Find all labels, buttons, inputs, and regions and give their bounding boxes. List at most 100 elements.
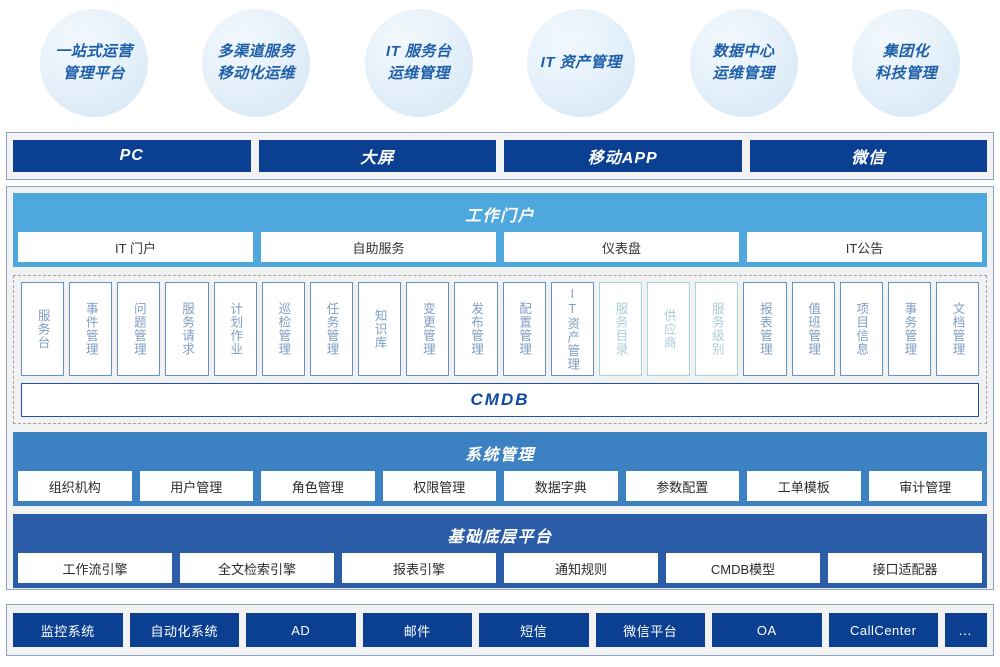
itsm-module-label: 供应商	[661, 308, 676, 350]
capability-circle-line2: 科技管理	[874, 65, 937, 82]
itsm-module[interactable]: 服务目录	[598, 282, 643, 376]
itsm-module[interactable]: 计划作业	[213, 282, 257, 376]
integration-button[interactable]: 监控系统	[13, 613, 123, 647]
itsm-module[interactable]: 服务请求	[165, 282, 209, 376]
itsm-module[interactable]: 服务级别	[695, 282, 739, 376]
portal-item[interactable]: IT公告	[747, 232, 982, 262]
itsm-module[interactable]: 供应商	[647, 282, 691, 376]
itsm-module[interactable]: 项目信息	[839, 282, 883, 376]
module-row: 服务台 事件管理 问题管理 服务请求 计划作业 巡检管理 任务管理 知识库 变更管理 发布管理 配置…	[21, 282, 980, 376]
base-platform-title: 基础底层平台	[447, 529, 553, 546]
system-management-item[interactable]: 用户管理	[139, 471, 253, 501]
channel-bar: PC 大屏 移动APP 微信	[6, 132, 994, 180]
itsm-module-label: 服务请求	[180, 302, 195, 356]
itsm-module[interactable]: 文档管理	[935, 282, 980, 376]
itsm-module-label: IT资产管理	[565, 287, 580, 371]
itsm-module-label: 计划作业	[228, 302, 243, 356]
capability-circle: 数据中心 运维管理	[689, 9, 798, 117]
channel-button[interactable]: 微信	[749, 140, 987, 172]
system-management-item[interactable]: 工单模板	[747, 471, 861, 501]
integration-button[interactable]: 短信	[479, 613, 589, 647]
system-management-item[interactable]: 角色管理	[261, 471, 375, 501]
portal-item[interactable]: IT 门户	[18, 232, 253, 262]
portal-band: 工作门户 IT 门户 自助服务 仪表盘 IT公告	[13, 193, 987, 267]
system-management-item[interactable]: 数据字典	[504, 471, 618, 501]
channel-button[interactable]: PC	[13, 140, 251, 172]
capability-circle-line2: 管理平台	[62, 65, 125, 82]
itsm-module-label: 发布管理	[468, 302, 483, 356]
itsm-module-label: 事件管理	[83, 302, 98, 356]
itsm-module[interactable]: 发布管理	[454, 282, 498, 376]
base-platform-items: 工作流引擎 全文检索引擎 报表引擎 通知规则 CMDB模型 接口适配器	[18, 553, 982, 583]
portal-item[interactable]: 仪表盘	[504, 232, 739, 262]
capability-circle-line1: 集团化	[882, 43, 930, 61]
portal-item[interactable]: 自助服务	[261, 232, 496, 262]
base-platform-item[interactable]: 全文检索引擎	[180, 553, 334, 583]
itsm-module[interactable]: 值班管理	[791, 282, 835, 376]
capability-circle: IT 资产管理	[527, 9, 636, 117]
integration-button[interactable]: 邮件	[362, 613, 472, 647]
base-platform-band: 基础底层平台 工作流引擎 全文检索引擎 报表引擎 通知规则 CMDB模型 接口适配器	[13, 514, 987, 588]
base-platform-item[interactable]: 报表引擎	[342, 553, 496, 583]
base-platform-item[interactable]: 接口适配器	[828, 553, 982, 583]
portal-title: 工作门户	[464, 208, 535, 225]
capability-circle-line2: 移动化运维	[217, 65, 296, 82]
capability-circle-line1: IT 资产管理	[540, 54, 622, 72]
itsm-module[interactable]: IT资产管理	[550, 282, 594, 376]
itsm-module[interactable]: 知识库	[358, 282, 402, 376]
capability-circles-row: 一站式运营 管理平台 多渠道服务 移动化运维 IT 服务台 运维管理 IT 资产管理 数据中心…	[0, 0, 1000, 126]
itsm-module[interactable]: 任务管理	[309, 282, 354, 376]
capability-circle-line1: 数据中心	[712, 43, 775, 61]
system-management-item[interactable]: 参数配置	[625, 471, 739, 501]
itsm-modules-group: 服务台 事件管理 问题管理 服务请求 计划作业 巡检管理 任务管理 知识库 变更管理 发布管理 配置…	[13, 275, 987, 424]
itsm-module[interactable]: 事件管理	[69, 282, 113, 376]
itsm-module-label: 事务管理	[902, 302, 917, 356]
capability-circle: 一站式运营 管理平台	[40, 9, 148, 117]
itsm-module[interactable]: 巡检管理	[261, 282, 305, 376]
integration-button[interactable]: …	[945, 613, 987, 647]
itsm-module-label: 服务目录	[613, 302, 628, 356]
capability-circle-line1: 多渠道服务	[217, 43, 296, 61]
integration-button[interactable]: AD	[246, 613, 356, 647]
system-management-band: 系统管理 组织机构 用户管理 角色管理 权限管理 数据字典 参数配置 工单模板 审计管理	[13, 432, 987, 506]
itsm-module-label: 值班管理	[806, 302, 821, 356]
itsm-module-label: 报表管理	[757, 302, 772, 356]
capability-circle: 集团化 科技管理	[851, 9, 960, 117]
base-platform-item[interactable]: 工作流引擎	[18, 553, 172, 583]
itsm-module[interactable]: 问题管理	[117, 282, 161, 376]
core-platform-panel: 工作门户 IT 门户 自助服务 仪表盘 IT公告 服务台 事件管理 问题管理 服务请求 计划作…	[6, 186, 994, 590]
channel-button[interactable]: 大屏	[258, 140, 496, 172]
capability-circle-line1: 一站式运营	[55, 43, 133, 61]
base-platform-item[interactable]: 通知规则	[504, 553, 658, 583]
cmdb-bar[interactable]: CMDB	[21, 383, 979, 417]
system-management-items: 组织机构 用户管理 角色管理 权限管理 数据字典 参数配置 工单模板 审计管理	[18, 471, 982, 501]
capability-circle: 多渠道服务移动化运维	[202, 9, 311, 117]
itsm-module[interactable]: 报表管理	[743, 282, 787, 376]
itsm-module-label: 知识库	[372, 308, 387, 350]
integration-button[interactable]: 自动化系统	[129, 613, 239, 647]
itsm-module-label: 问题管理	[131, 302, 146, 356]
capability-circle: IT 服务台 运维管理	[364, 9, 473, 117]
capability-circle-line2: 运维管理	[387, 65, 450, 82]
itsm-module-label: 配置管理	[517, 302, 532, 356]
system-management-item[interactable]: 审计管理	[868, 471, 982, 501]
base-platform-item[interactable]: CMDB模型	[666, 553, 820, 583]
system-management-item[interactable]: 权限管理	[382, 471, 496, 501]
itsm-module-label: 巡检管理	[276, 302, 291, 356]
itsm-module-label: 服务级别	[709, 302, 724, 356]
itsm-module[interactable]: 事务管理	[887, 282, 931, 376]
itsm-module-label: 服务台	[35, 308, 50, 350]
itsm-module[interactable]: 变更管理	[406, 282, 450, 376]
integration-button[interactable]: CallCenter	[828, 613, 938, 647]
itsm-module-label: 文档管理	[950, 302, 965, 356]
capability-circle-line2: 运维管理	[712, 65, 775, 82]
portal-items: IT 门户 自助服务 仪表盘 IT公告	[18, 232, 982, 262]
integration-bar: 监控系统 自动化系统 AD 邮件 短信 微信平台 OA CallCenter…	[6, 604, 994, 656]
system-management-item[interactable]: 组织机构	[18, 471, 132, 501]
integration-button[interactable]: OA	[712, 613, 822, 647]
integration-button[interactable]: 微信平台	[595, 613, 705, 647]
itsm-module[interactable]: 配置管理	[502, 282, 546, 376]
itsm-module[interactable]: 服务台	[21, 282, 65, 376]
channel-button[interactable]: 移动APP	[504, 140, 742, 172]
